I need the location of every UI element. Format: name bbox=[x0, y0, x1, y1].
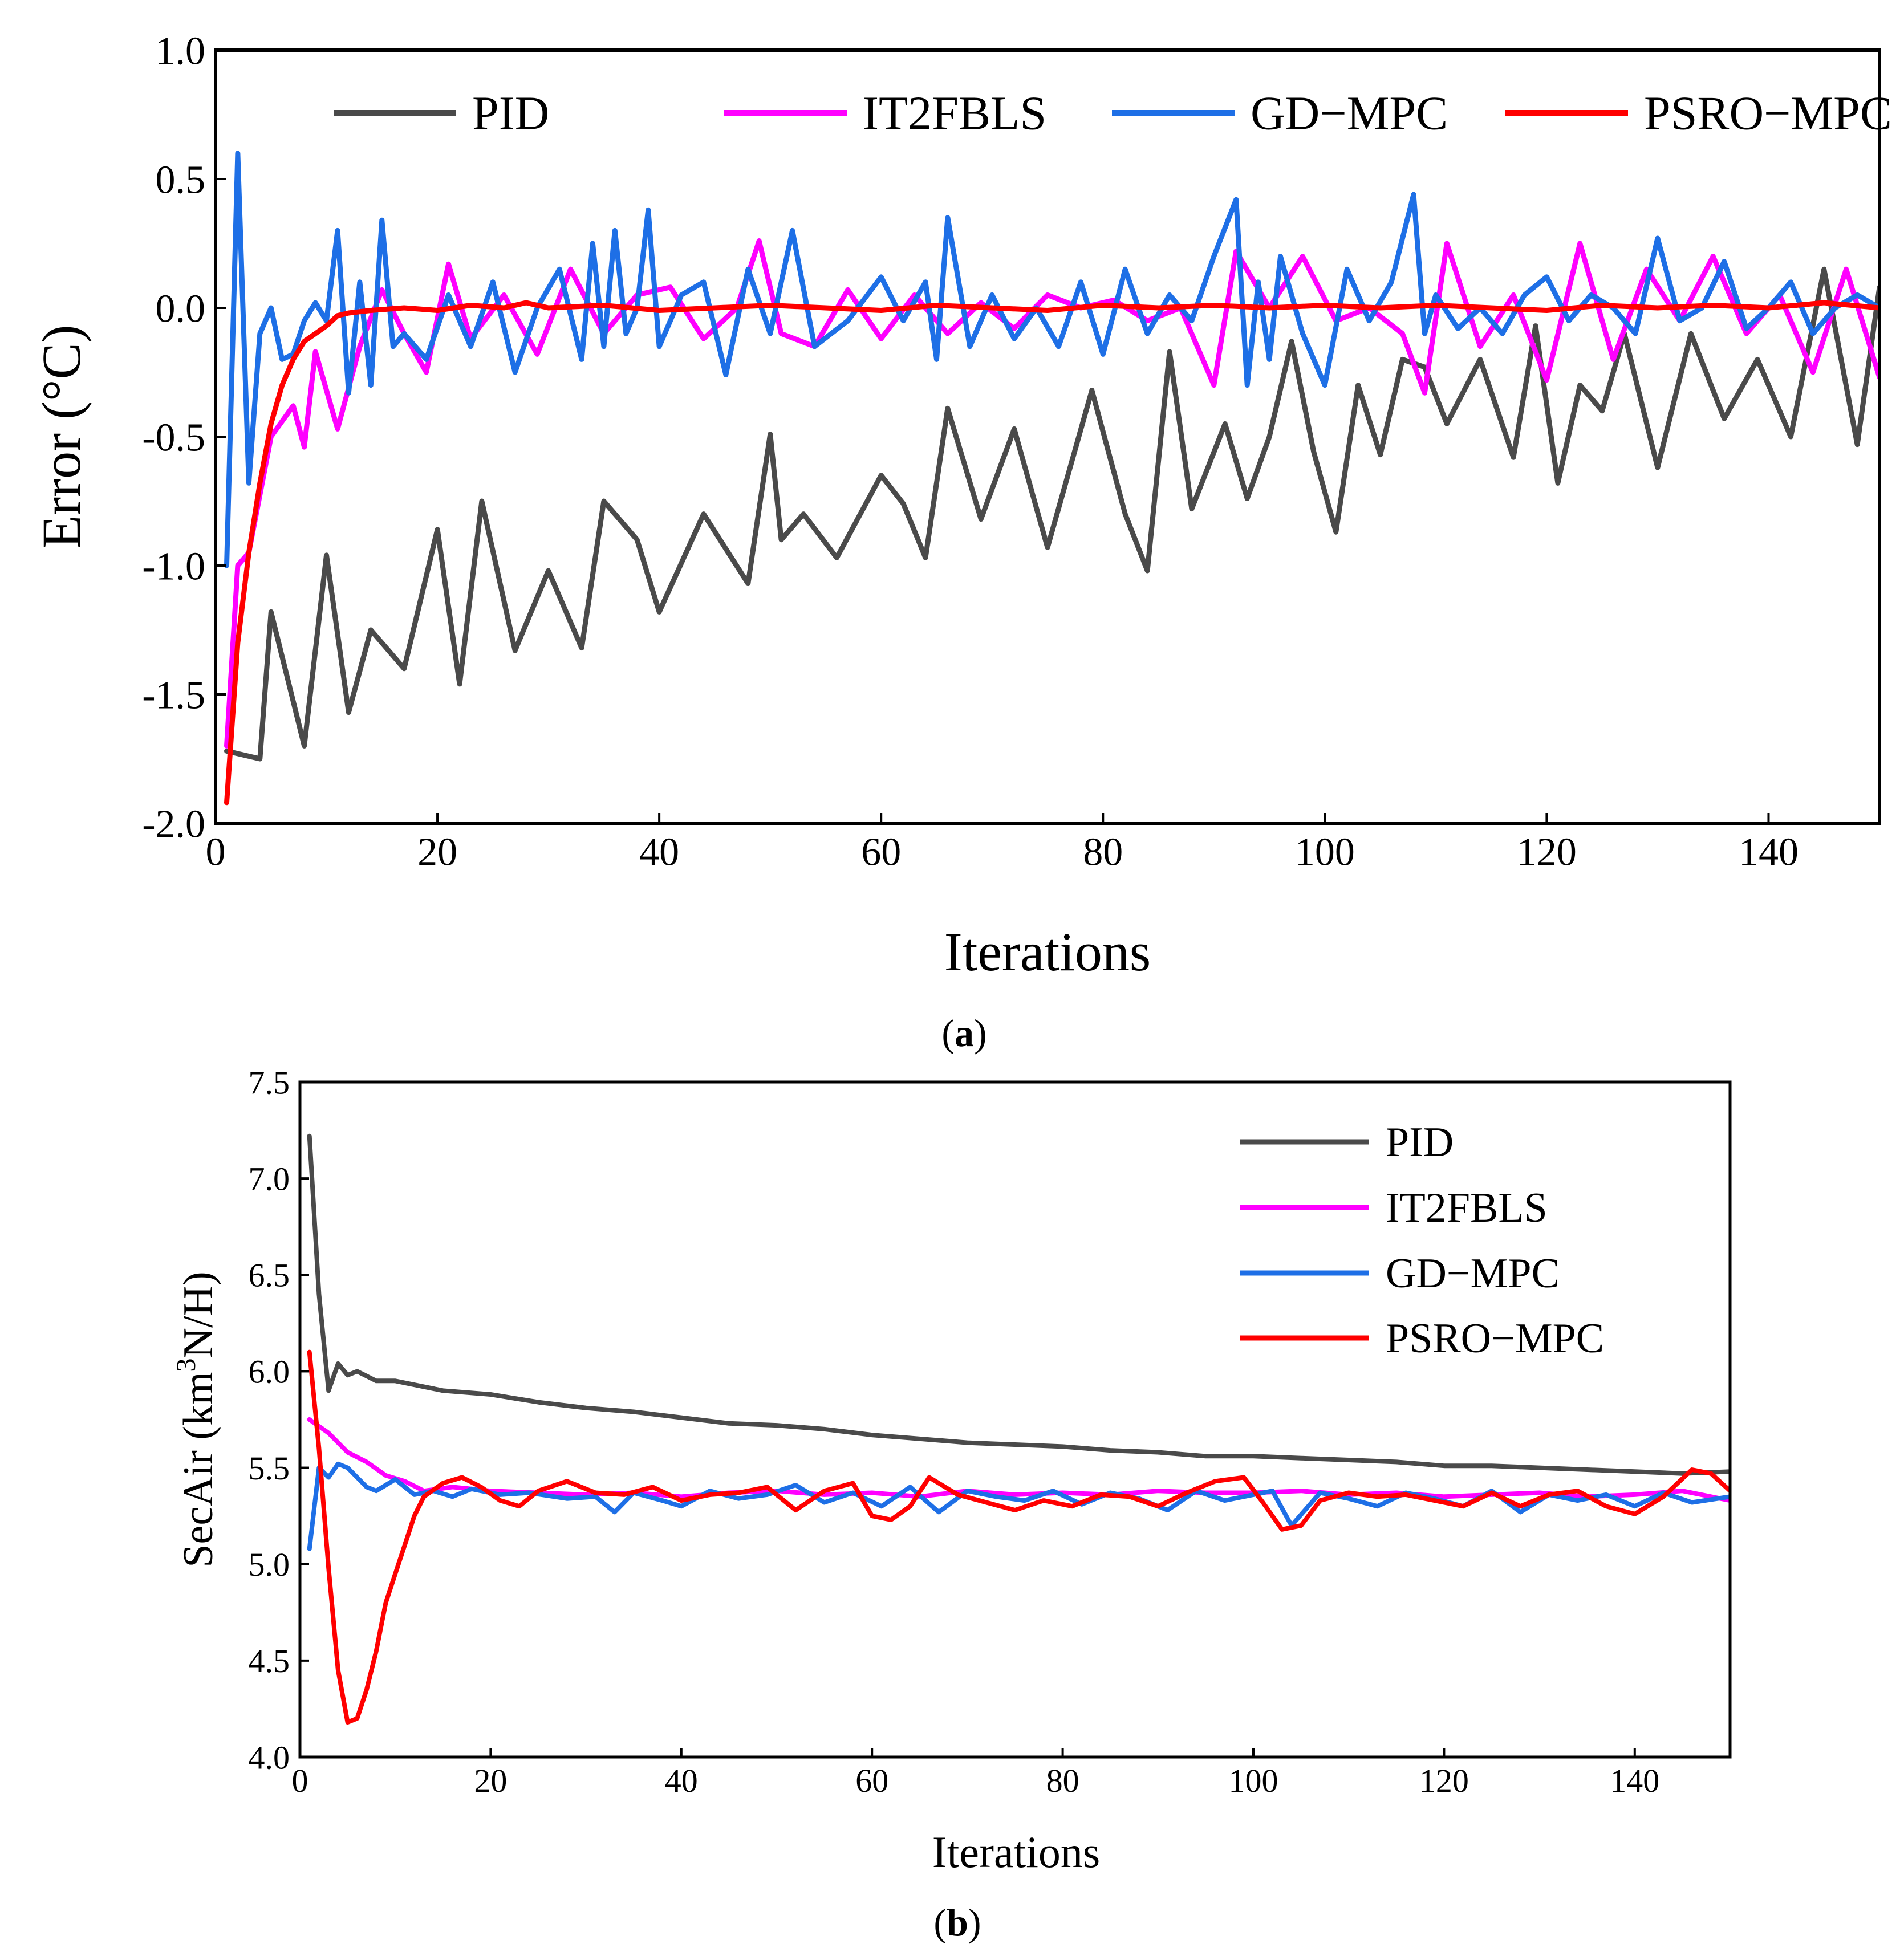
chart-a-caption: (a) bbox=[941, 1011, 986, 1055]
chart-a-ytick-label: 0.5 bbox=[156, 158, 206, 202]
chart-a-frame bbox=[214, 48, 1881, 825]
chart-a-legend-label: GD−MPC bbox=[1251, 87, 1448, 140]
chart-b-xtick-label: 120 bbox=[1419, 1762, 1469, 1799]
chart-b-xtick-label: 100 bbox=[1229, 1762, 1278, 1799]
chart-b-xtick-label: 0 bbox=[292, 1762, 308, 1799]
chart-a-legend-label: PID bbox=[472, 87, 549, 140]
chart-b-legend-label: GD−MPC bbox=[1386, 1250, 1560, 1297]
chart-a-xtick-label: 40 bbox=[639, 831, 679, 875]
chart-a-ytick-label: -1.0 bbox=[142, 545, 205, 589]
chart-b-xtick-label: 80 bbox=[1046, 1762, 1079, 1799]
chart-a-series-it2fbls bbox=[224, 238, 1879, 749]
chart-b-caption: (b) bbox=[933, 1901, 981, 1944]
chart-a-ytick-label: -0.5 bbox=[142, 416, 205, 460]
chart-a-ytick-label: 0.0 bbox=[156, 287, 206, 331]
chart-a-ytick-label: -1.5 bbox=[142, 674, 205, 718]
chart-b-legend: PID IT2FBLS GD−MPC PSRO−MPC bbox=[1240, 1119, 1604, 1362]
chart-b-legend-label: IT2FBLS bbox=[1386, 1185, 1548, 1231]
chart-a-ticks: 0 20 40 60 80 100 120 140 1.0 0.5 0.0 -0.5 -1.0 -1.5 -… bbox=[142, 30, 1799, 875]
chart-b-ylabel-main: SecAir (km bbox=[175, 1372, 222, 1567]
chart-b-xlabel: Iterations bbox=[932, 1827, 1101, 1877]
chart-a-ylabel: Error (°C) bbox=[31, 325, 92, 549]
chart-b: 0 20 40 60 80 100 120 140 7.5 7.0 6.5 6.0 5.5 5.0 4.5 4… bbox=[171, 1064, 1732, 1944]
chart-a-series-psro-mpc bbox=[224, 300, 1879, 806]
chart-b-frame bbox=[298, 1080, 1732, 1759]
chart-a-xtick-label: 100 bbox=[1295, 831, 1355, 875]
chart-a-xtick-label: 60 bbox=[861, 831, 901, 875]
chart-b-series-psro-mpc bbox=[307, 1349, 1730, 1725]
chart-a-caption-letter: a bbox=[955, 1011, 974, 1055]
chart-b-ytick-label: 5.0 bbox=[249, 1546, 290, 1583]
chart-a-xtick-label: 80 bbox=[1083, 831, 1123, 875]
chart-b-ytick-label: 5.5 bbox=[249, 1450, 290, 1487]
chart-a-ytick-label: 1.0 bbox=[156, 30, 206, 74]
chart-a-ytick-label: -2.0 bbox=[142, 803, 205, 847]
chart-b-legend-label: PSRO−MPC bbox=[1386, 1315, 1604, 1362]
chart-b-series-group bbox=[307, 1133, 1730, 1725]
chart-a-xtick-label: 20 bbox=[417, 831, 457, 875]
chart-b-xtick-label: 140 bbox=[1610, 1762, 1659, 1799]
chart-b-ytick-label: 6.0 bbox=[249, 1353, 290, 1390]
chart-b-ylabel: SecAir (km3N/H) bbox=[171, 1271, 222, 1567]
chart-b-ytick-label: 4.0 bbox=[249, 1739, 290, 1776]
chart-b-ytick-label: 7.5 bbox=[249, 1064, 290, 1101]
chart-a-legend: PID IT2FBLS GD−MPC PSRO−MPC bbox=[334, 87, 1892, 140]
chart-a-series-pid bbox=[224, 266, 1879, 762]
chart-a-xtick-label: 140 bbox=[1739, 831, 1799, 875]
chart-b-ylabel-sup: 3 bbox=[171, 1358, 201, 1372]
chart-b-series-it2fbls bbox=[307, 1417, 1730, 1503]
chart-a-legend-label: IT2FBLS bbox=[863, 87, 1046, 140]
chart-a-xlabel: Iterations bbox=[944, 921, 1151, 982]
chart-b-series-pid bbox=[307, 1133, 1730, 1476]
chart-b-ytick-label: 6.5 bbox=[249, 1257, 290, 1294]
chart-a-legend-label: PSRO−MPC bbox=[1644, 87, 1892, 140]
chart-b-ytick-label: 7.0 bbox=[249, 1160, 290, 1197]
chart-a-series-group bbox=[224, 151, 1879, 806]
chart-a: 0 20 40 60 80 100 120 140 1.0 0.5 0.0 -0.5 -1.0 -1.5 -… bbox=[31, 30, 1892, 1055]
chart-b-caption-letter: b bbox=[947, 1901, 968, 1944]
chart-a-series-gd-mpc bbox=[224, 151, 1879, 568]
chart-b-ytick-label: 4.5 bbox=[249, 1642, 290, 1679]
chart-b-ticks: 0 20 40 60 80 100 120 140 7.5 7.0 6.5 6.0 5.5 5.0 4.5 4… bbox=[249, 1064, 1660, 1799]
chart-b-xtick-label: 20 bbox=[474, 1762, 507, 1799]
chart-b-legend-label: PID bbox=[1386, 1119, 1454, 1166]
chart-a-xtick-label: 120 bbox=[1517, 831, 1577, 875]
chart-a-xtick-label: 0 bbox=[206, 831, 226, 875]
chart-b-xtick-label: 40 bbox=[665, 1762, 698, 1799]
chart-b-xtick-label: 60 bbox=[855, 1762, 888, 1799]
chart-b-ylabel-tail: N/H) bbox=[175, 1271, 222, 1358]
